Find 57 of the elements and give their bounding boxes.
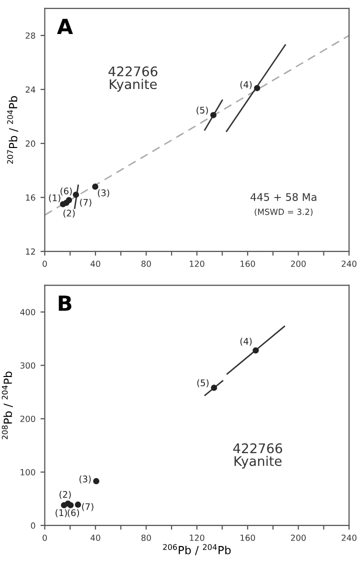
point	[252, 347, 259, 354]
annotation: (6)	[60, 187, 72, 196]
point	[210, 112, 216, 118]
y-tick-label: 24	[26, 86, 36, 93]
y-tick-label: 100	[20, 469, 36, 476]
x-tick-label: 80	[141, 260, 151, 267]
annotation: (5)	[197, 379, 209, 388]
point	[93, 478, 100, 484]
y-tick-label: 20	[26, 140, 36, 147]
annotation: (4)	[240, 338, 252, 346]
chart-title: A	[57, 18, 73, 34]
y-axis-title: $^{208}$Pb / $^{204}$Pb	[2, 372, 13, 440]
annotation: 422766 Kyanite	[108, 66, 158, 92]
annotation: (5)	[196, 106, 208, 115]
point	[254, 85, 260, 92]
x-tick-label: 120	[190, 260, 204, 267]
x-tick-label: 200	[290, 534, 306, 541]
x-tick-label: 160	[240, 534, 256, 541]
point	[210, 384, 218, 391]
x-tick-label: 200	[290, 260, 306, 267]
x-tick-label: 40	[90, 260, 100, 267]
annotation: (3)	[80, 475, 91, 484]
x-tick-label: 80	[141, 534, 151, 541]
x-tick-label: 0	[42, 260, 47, 267]
annotation: 445 + 58 Ma	[250, 193, 316, 201]
x-tick-label: 0	[42, 534, 47, 541]
point	[68, 502, 74, 508]
point	[74, 502, 82, 508]
annotation: (4)	[240, 80, 252, 90]
y-axis-title: $^{207}$Pb / $^{204}$Pb	[7, 96, 18, 164]
y-tick-label: 28	[26, 32, 36, 39]
annotation: (1)	[56, 509, 67, 518]
x-tick-label: 240	[342, 534, 356, 541]
annotation: (7)	[80, 198, 92, 207]
annotation: (2)	[63, 210, 75, 218]
x-tick-label: 40	[90, 534, 100, 541]
annotation: 422766 Kyanite	[233, 443, 282, 469]
annotation: (3)	[98, 189, 110, 198]
annotation: (1)	[49, 194, 60, 202]
x-tick-label: 160	[240, 260, 256, 267]
point	[66, 197, 72, 204]
x-tick-label: 240	[342, 260, 356, 267]
y-tick-label: 12	[26, 248, 35, 255]
x-tick-label: 120	[190, 534, 204, 541]
y-tick-label: 200	[20, 416, 36, 422]
chart-title: B	[58, 296, 72, 311]
y-tick-label: 400	[20, 308, 36, 316]
y-tick-label: 0	[30, 522, 36, 529]
annotation: (2)	[60, 490, 71, 499]
point	[92, 184, 98, 190]
y-tick-label: 300	[20, 362, 36, 369]
annotation: (MSWD = 3.2)	[254, 208, 312, 216]
y-tick-label: 16	[26, 194, 36, 201]
annotation: (7)	[82, 503, 94, 512]
point	[72, 192, 80, 198]
x-axis-title: $^{206}$Pb / $^{204}$Pb	[163, 544, 231, 556]
annotation: (6)	[68, 509, 80, 518]
